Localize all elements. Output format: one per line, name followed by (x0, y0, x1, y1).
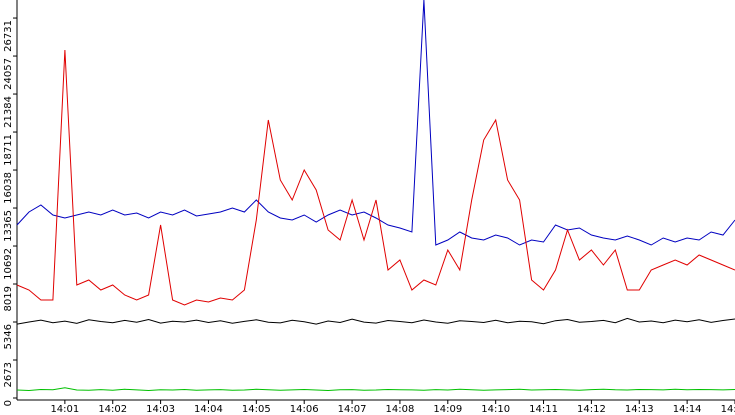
x-tick-label: 14:07 (338, 404, 367, 415)
x-tick-label: 14:02 (98, 404, 127, 415)
x-tick-label: 14:04 (194, 404, 223, 415)
line (16, 0, 735, 246)
x-tick-label: 14:09 (433, 404, 462, 415)
y-tick-label: 0 (3, 400, 14, 406)
x-tick-label: 14:12 (577, 404, 606, 415)
y-tick-label: 16038 (3, 172, 14, 204)
x-tick-label: 14:11 (529, 404, 558, 415)
x-tick-label: 14:13 (625, 404, 654, 415)
y-tick-label: 26731 (3, 20, 14, 52)
x-tick-label: 14:01 (50, 404, 79, 415)
y-tick-label: 13365 (3, 210, 14, 242)
x-tick-label: 14:08 (386, 404, 415, 415)
y-tick-label: 21384 (3, 96, 14, 128)
line (16, 387, 735, 392)
y-tick-label: 18711 (3, 134, 14, 166)
x-tick-label: 14:10 (481, 404, 510, 415)
y-tick-label: 24057 (3, 58, 14, 90)
y-tick-label: 5346 (3, 324, 14, 349)
x-tick-label: 14:05 (242, 404, 271, 415)
x-tick-label: 14:06 (290, 404, 319, 415)
x-tick-label: 14:15 (721, 404, 735, 415)
x-tick-label: 14:03 (146, 404, 175, 415)
y-tick-label: 8019 (3, 286, 14, 311)
line (16, 317, 735, 325)
y-tick-label: 2673 (3, 362, 14, 387)
line (16, 49, 735, 306)
x-tick-label: 14:14 (673, 404, 702, 415)
y-tick-label: 10692 (3, 248, 14, 280)
